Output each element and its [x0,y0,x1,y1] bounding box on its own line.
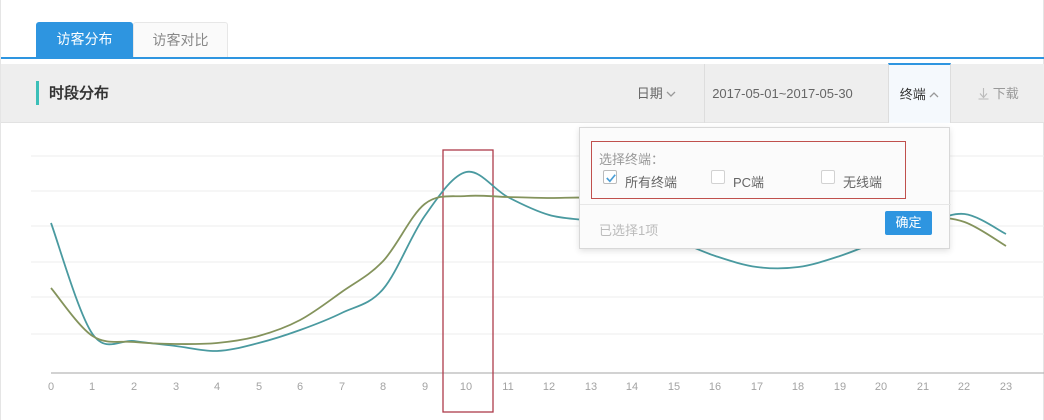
svg-text:16: 16 [709,381,721,393]
svg-text:13: 13 [585,381,597,393]
svg-text:9: 9 [422,381,428,393]
svg-text:15: 15 [668,381,680,393]
svg-text:12: 12 [543,381,555,393]
svg-text:23: 23 [1000,381,1012,393]
svg-text:19: 19 [834,381,846,393]
svg-text:1: 1 [89,381,95,393]
svg-text:0: 0 [48,381,54,393]
svg-text:22: 22 [958,381,970,393]
svg-text:4: 4 [214,381,220,393]
svg-text:21: 21 [917,381,929,393]
svg-text:17: 17 [751,381,763,393]
svg-text:8: 8 [380,381,386,393]
svg-text:14: 14 [626,381,638,393]
svg-text:3: 3 [173,381,179,393]
svg-text:10: 10 [460,381,472,393]
svg-text:11: 11 [502,381,513,393]
svg-text:20: 20 [875,381,887,393]
svg-text:5: 5 [256,381,262,393]
svg-text:18: 18 [792,381,804,393]
svg-text:7: 7 [339,381,345,393]
svg-text:6: 6 [297,381,303,393]
svg-text:2: 2 [131,381,137,393]
